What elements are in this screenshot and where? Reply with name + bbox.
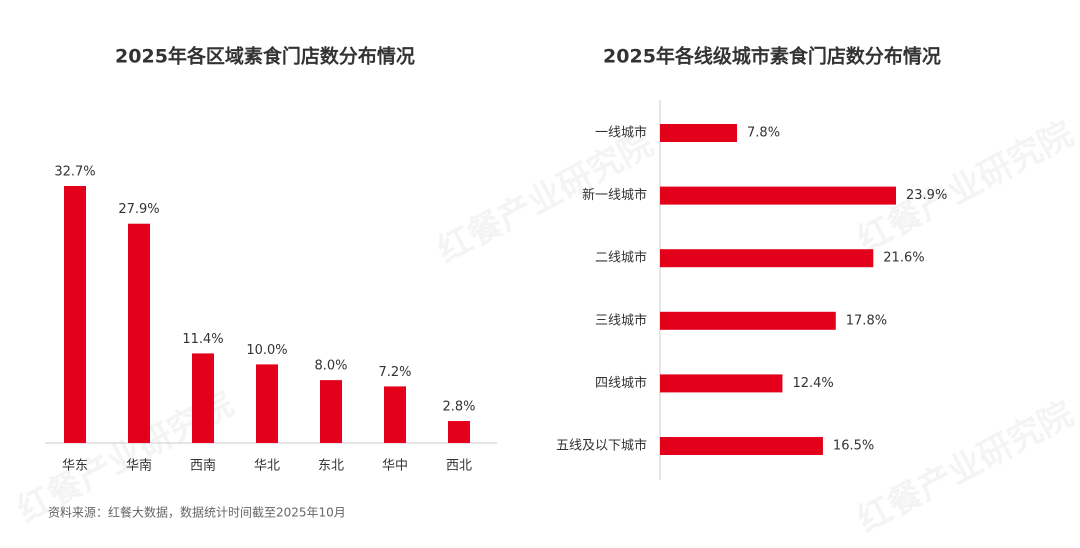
data-label: 21.6% [883, 251, 924, 266]
bar [660, 311, 836, 330]
chart-title: 2025年各区域素食门店数分布情况 [115, 45, 415, 68]
data-label: 7.2% [378, 365, 411, 380]
x-tick-label: 西北 [446, 459, 472, 474]
x-tick-label: 西南 [190, 458, 216, 474]
data-label: 11.4% [182, 332, 223, 347]
data-label: 7.8% [747, 126, 780, 141]
x-tick-label: 华南 [126, 458, 152, 474]
chart-title: 2025年各线级城市素食门店数分布情况 [603, 45, 941, 68]
y-tick-label: 四线城市 [595, 375, 647, 391]
bar [660, 374, 783, 393]
bar [660, 249, 874, 268]
watermark: 红餐产业研究院 [851, 394, 1080, 541]
y-tick-label: 新一线城市 [582, 187, 647, 203]
bar [448, 420, 470, 443]
y-tick-label: 五线及以下城市 [556, 438, 647, 454]
y-tick-label: 三线城市 [595, 312, 647, 328]
bar [128, 223, 150, 443]
y-tick-label: 一线城市 [595, 125, 647, 141]
x-tick-label: 华北 [254, 459, 280, 474]
bar [320, 380, 342, 443]
data-label: 32.7% [54, 165, 95, 180]
bar [660, 124, 738, 142]
bar [64, 186, 86, 443]
data-label: 27.9% [118, 202, 159, 217]
data-label: 2.8% [442, 399, 475, 414]
watermarks: 红餐产业研究院 红餐产业研究院 红餐产业研究院 红餐产业研究院 [11, 114, 1080, 541]
data-label: 12.4% [792, 376, 833, 391]
bar [256, 364, 278, 443]
bar [660, 186, 896, 205]
bar [384, 386, 406, 443]
data-label: 17.8% [846, 313, 887, 328]
data-label: 8.0% [314, 359, 347, 374]
data-label: 16.5% [833, 439, 874, 454]
x-tick-label: 华东 [62, 459, 88, 474]
bar [192, 353, 214, 443]
x-tick-label: 东北 [318, 459, 344, 474]
source-note: 资料来源：红餐大数据，数据统计时间截至2025年10月 [48, 505, 346, 520]
y-tick-label: 二线城市 [595, 250, 647, 266]
data-label: 10.0% [246, 343, 287, 358]
bar [660, 437, 823, 455]
x-tick-label: 华中 [382, 459, 408, 474]
data-label: 23.9% [906, 188, 947, 203]
